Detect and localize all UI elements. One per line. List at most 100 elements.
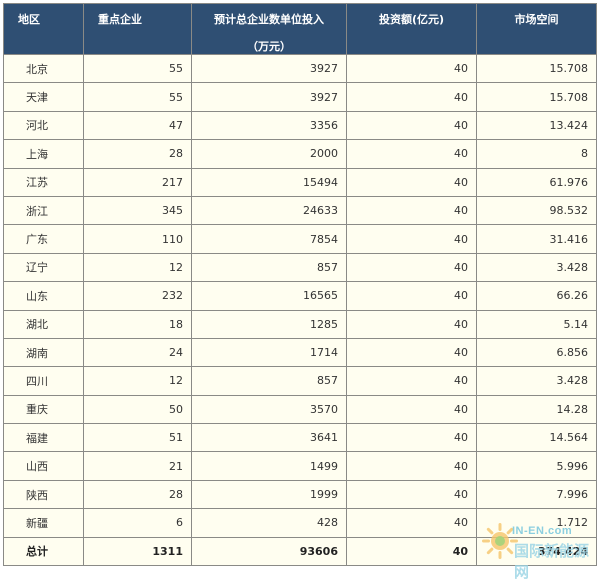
cell-region: 江苏 xyxy=(3,167,84,197)
cell-amount: 40 xyxy=(346,337,477,368)
cell-investment: 7854 xyxy=(191,224,347,254)
table-row: 天津 55 3927 40 15.708 xyxy=(3,82,597,112)
table-row: 山东 232 16565 40 66.26 xyxy=(3,281,597,311)
cell-enterprises: 55 xyxy=(83,82,192,112)
cell-region: 山西 xyxy=(3,451,84,481)
cell-region: 河北 xyxy=(3,110,84,141)
table-row: 辽宁 12 857 40 3.428 xyxy=(3,252,597,283)
header-enterprises: 重点企业 xyxy=(83,3,192,55)
cell-investment: 3927 xyxy=(191,53,347,84)
cell-enterprises: 51 xyxy=(83,423,192,453)
cell-market: 15.708 xyxy=(476,53,597,84)
cell-investment: 857 xyxy=(191,366,347,396)
table-row: 山西 21 1499 40 5.996 xyxy=(3,451,597,481)
cell-region: 湖南 xyxy=(3,337,84,368)
cell-investment: 1999 xyxy=(191,479,347,510)
header-investment-line2: （万元） xyxy=(247,40,291,53)
header-region: 地区 xyxy=(3,3,84,55)
cell-amount: 40 xyxy=(346,451,477,481)
cell-enterprises: 1311 xyxy=(83,536,192,567)
cell-market: 98.532 xyxy=(476,195,597,226)
header-investment-line1: 预计总企业数单位投入 xyxy=(214,13,324,26)
cell-investment: 857 xyxy=(191,252,347,283)
cell-investment: 1714 xyxy=(191,337,347,368)
cell-investment: 1285 xyxy=(191,309,347,339)
cell-amount: 40 xyxy=(346,536,477,567)
cell-enterprises: 55 xyxy=(83,53,192,84)
cell-market: 61.976 xyxy=(476,167,597,197)
header-investment: 预计总企业数单位投入 （万元） xyxy=(191,3,347,55)
cell-amount: 40 xyxy=(346,479,477,510)
cell-enterprises: 21 xyxy=(83,451,192,481)
cell-enterprises: 28 xyxy=(83,479,192,510)
cell-amount: 40 xyxy=(346,53,477,84)
cell-investment: 3356 xyxy=(191,110,347,141)
cell-amount: 40 xyxy=(346,167,477,197)
cell-investment: 93606 xyxy=(191,536,347,567)
cell-region: 总计 xyxy=(3,536,84,567)
cell-market: 1.712 xyxy=(476,508,597,538)
table-row: 上海 28 2000 40 8 xyxy=(3,139,597,169)
table-row: 四川 12 857 40 3.428 xyxy=(3,366,597,396)
cell-enterprises: 12 xyxy=(83,252,192,283)
cell-market: 14.28 xyxy=(476,394,597,425)
cell-market: 3.428 xyxy=(476,366,597,396)
cell-market: 14.564 xyxy=(476,423,597,453)
cell-market: 3.428 xyxy=(476,252,597,283)
cell-region: 北京 xyxy=(3,53,84,84)
cell-region: 湖北 xyxy=(3,309,84,339)
cell-amount: 40 xyxy=(346,139,477,169)
cell-region: 山东 xyxy=(3,281,84,311)
cell-market: 15.708 xyxy=(476,82,597,112)
cell-amount: 40 xyxy=(346,423,477,453)
cell-amount: 40 xyxy=(346,110,477,141)
cell-amount: 40 xyxy=(346,281,477,311)
total-row: 总计 1311 93606 40 374.424 xyxy=(3,536,597,567)
cell-region: 福建 xyxy=(3,423,84,453)
cell-investment: 24633 xyxy=(191,195,347,226)
cell-market: 7.996 xyxy=(476,479,597,510)
cell-region: 辽宁 xyxy=(3,252,84,283)
cell-enterprises: 24 xyxy=(83,337,192,368)
cell-market: 13.424 xyxy=(476,110,597,141)
cell-investment: 3570 xyxy=(191,394,347,425)
table-row: 浙江 345 24633 40 98.532 xyxy=(3,195,597,226)
cell-market: 6.856 xyxy=(476,337,597,368)
cell-region: 四川 xyxy=(3,366,84,396)
table-row: 广东 110 7854 40 31.416 xyxy=(3,224,597,254)
cell-amount: 40 xyxy=(346,195,477,226)
table-row: 北京 55 3927 40 15.708 xyxy=(3,53,597,84)
cell-amount: 40 xyxy=(346,252,477,283)
table-row: 河北 47 3356 40 13.424 xyxy=(3,110,597,141)
cell-amount: 40 xyxy=(346,394,477,425)
table-row: 重庆 50 3570 40 14.28 xyxy=(3,394,597,425)
cell-investment: 1499 xyxy=(191,451,347,481)
cell-market: 5.996 xyxy=(476,451,597,481)
market-table: 地区 重点企业 预计总企业数单位投入 （万元） 投资额(亿元) 市场空间 北京 5… xyxy=(3,3,597,567)
table-row: 湖南 24 1714 40 6.856 xyxy=(3,337,597,368)
table-row: 陕西 28 1999 40 7.996 xyxy=(3,479,597,510)
cell-enterprises: 50 xyxy=(83,394,192,425)
cell-investment: 3927 xyxy=(191,82,347,112)
cell-enterprises: 47 xyxy=(83,110,192,141)
header-row: 地区 重点企业 预计总企业数单位投入 （万元） 投资额(亿元) 市场空间 xyxy=(3,3,597,55)
cell-enterprises: 232 xyxy=(83,281,192,311)
cell-enterprises: 110 xyxy=(83,224,192,254)
cell-enterprises: 345 xyxy=(83,195,192,226)
cell-investment: 2000 xyxy=(191,139,347,169)
table-row: 江苏 217 15494 40 61.976 xyxy=(3,167,597,197)
table-row: 新疆 6 428 40 1.712 xyxy=(3,508,597,538)
cell-investment: 428 xyxy=(191,508,347,538)
cell-enterprises: 6 xyxy=(83,508,192,538)
cell-market: 374.424 xyxy=(476,536,597,567)
cell-investment: 16565 xyxy=(191,281,347,311)
cell-amount: 40 xyxy=(346,224,477,254)
header-market: 市场空间 xyxy=(476,3,597,55)
cell-region: 新疆 xyxy=(3,508,84,538)
cell-amount: 40 xyxy=(346,508,477,538)
cell-region: 重庆 xyxy=(3,394,84,425)
cell-region: 广东 xyxy=(3,224,84,254)
cell-market: 31.416 xyxy=(476,224,597,254)
table-row: 福建 51 3641 40 14.564 xyxy=(3,423,597,453)
cell-region: 天津 xyxy=(3,82,84,112)
